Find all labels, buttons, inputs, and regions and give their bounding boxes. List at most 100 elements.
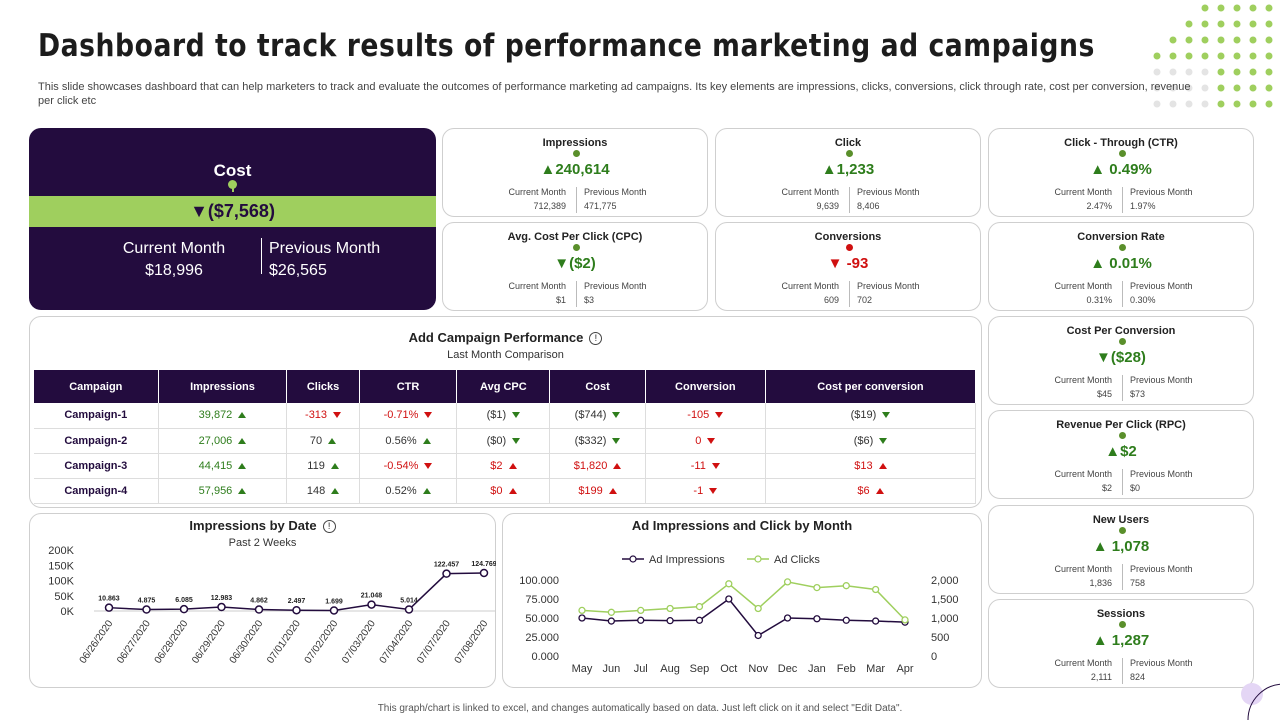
- up-arrow-icon: [330, 462, 339, 469]
- previous-month-label: Previous Month: [1130, 658, 1193, 668]
- divider: [1122, 187, 1123, 213]
- cell-value: 148: [306, 484, 326, 497]
- campaign-name: Campaign-2: [34, 428, 159, 454]
- kpi-card-new-users: New Users ▲ 1,078 Current Month Previous…: [988, 505, 1254, 594]
- cell-value: 0.52%: [385, 484, 417, 497]
- table-cell: 148: [286, 478, 360, 504]
- decorative-dots: [1145, 0, 1280, 120]
- divider: [1122, 281, 1123, 307]
- table-cell: 57,956: [158, 478, 288, 504]
- current-month-value: 712,389: [533, 201, 566, 211]
- down-arrow-icon: ▼: [827, 255, 843, 272]
- table-row: Campaign-1 39,872 -313 -0.71% ($1) ($744) -105…: [34, 403, 977, 429]
- column-header: CTR: [359, 370, 458, 403]
- info-icon[interactable]: !: [322, 520, 336, 534]
- cell-value: $199: [578, 484, 603, 497]
- data-point: [813, 615, 821, 623]
- table-cell: ($19): [765, 403, 977, 429]
- kpi-value-text: ($28): [1110, 349, 1146, 366]
- kpi-value: ▲1,233: [716, 161, 980, 178]
- current-month-label: Current Month: [1054, 658, 1112, 668]
- down-arrow-icon: [512, 412, 521, 419]
- data-point: [901, 616, 909, 624]
- data-point: [479, 568, 489, 578]
- cell-value: -1: [693, 484, 704, 497]
- table-cell: 119: [286, 453, 360, 479]
- previous-month-value: $0: [1130, 483, 1141, 493]
- kpi-title: Conversion Rate: [1077, 231, 1165, 243]
- table-cell: ($0): [456, 428, 551, 454]
- current-month-value: 609: [823, 295, 839, 305]
- footer-note: This graph/chart is linked to excel, and…: [377, 703, 903, 714]
- x-tick-label: 07/02/2020: [303, 618, 341, 666]
- down-arrow-icon: ▼: [190, 201, 208, 221]
- connector-dot: [846, 150, 853, 157]
- x-tick-label: Apr: [896, 663, 913, 675]
- table-cell: -313: [286, 403, 360, 429]
- current-month-value: 1,836: [1089, 578, 1112, 588]
- cost-value-band: ▼($7,568): [29, 196, 436, 227]
- kpi-card-cpc: Avg. Cost Per Click (CPC) ▼($2) Current …: [442, 222, 708, 311]
- ad-impressions-clicks-chart: Ad Impressions Ad Clicks 100.000 75.000 50.0…: [519, 554, 959, 675]
- connector-dot: [228, 180, 237, 189]
- kpi-title: Avg. Cost Per Click (CPC): [507, 231, 643, 243]
- info-icon[interactable]: !: [589, 332, 603, 346]
- data-point: [725, 580, 733, 588]
- up-arrow-icon: [328, 437, 337, 444]
- chart2-title: Ad Impressions and Click by Month: [631, 518, 853, 533]
- right-axis-tick: 0: [931, 651, 937, 663]
- data-point: [725, 595, 733, 603]
- series-line: [581, 581, 906, 621]
- down-arrow-icon: [709, 487, 718, 494]
- column-header: Cost per conversion: [765, 370, 977, 403]
- table-header-row: Campaign Impressions Clicks CTR Avg CPC Cost C…: [34, 370, 977, 403]
- data-label: 4.862: [250, 598, 268, 605]
- campaign-subtitle: Last Month Comparison: [447, 349, 564, 361]
- data-label: 2.497: [288, 598, 306, 605]
- previous-month-label: Previous Month: [584, 187, 647, 197]
- column-header: Conversion: [645, 370, 766, 403]
- current-month-label: Current Month: [508, 281, 566, 291]
- table-cell: $2: [456, 453, 551, 479]
- up-arrow-icon: [238, 437, 247, 444]
- divider: [1122, 658, 1123, 684]
- impressions-line-chart: 200K 150K 100K 50K 0K 10.863 06/26/2020 4.875 06…: [48, 545, 496, 666]
- up-arrow-icon: [238, 412, 247, 419]
- table-cell: 27,006: [158, 428, 288, 454]
- current-month-value: $45: [1096, 389, 1112, 399]
- left-axis-tick: 75.000: [525, 594, 559, 606]
- data-point: [578, 606, 586, 615]
- x-tick-label: Jul: [634, 663, 648, 675]
- cell-value: 39,872: [198, 409, 233, 422]
- left-axis-tick: 25.000: [525, 632, 559, 644]
- kpi-value: ▲ 1,287: [989, 632, 1253, 649]
- cell-value: 0: [695, 434, 702, 447]
- chart1-title-text: Impressions by Date: [189, 518, 317, 533]
- kpi-value-text: 0.01%: [1105, 255, 1152, 272]
- kpi-title: Cost Per Conversion: [1066, 325, 1176, 337]
- cost-previous-value: $26,565: [269, 262, 327, 279]
- current-month-label: Current Month: [1054, 469, 1112, 479]
- down-arrow-icon: [424, 412, 433, 419]
- kpi-value: ▼($28): [989, 349, 1253, 366]
- down-arrow-icon: [612, 437, 621, 444]
- column-header: Avg CPC: [456, 370, 551, 403]
- table-cell: -105: [645, 403, 766, 429]
- down-arrow-icon: [882, 412, 891, 419]
- current-month-value: $1: [555, 295, 566, 305]
- kpi-card-sessions: Sessions ▲ 1,287 Current Month Previous …: [988, 599, 1254, 688]
- cell-value: ($19): [850, 409, 877, 422]
- right-axis-tick: 1,500: [931, 594, 959, 606]
- cell-value: 0.56%: [385, 434, 417, 447]
- data-label: 1.699: [325, 598, 343, 605]
- x-tick-label: 07/08/2020: [453, 618, 491, 666]
- data-point: [142, 605, 151, 614]
- cell-value: 27,006: [198, 434, 233, 447]
- current-month-label: Current Month: [781, 187, 839, 197]
- cell-value: 119: [307, 459, 325, 472]
- chart1-subtitle: Past 2 Weeks: [228, 537, 297, 549]
- y-tick-label: 150K: [48, 560, 74, 572]
- decorative-circles: [1241, 683, 1280, 720]
- up-arrow-icon: ▲: [540, 161, 556, 178]
- down-arrow-icon: [512, 437, 521, 444]
